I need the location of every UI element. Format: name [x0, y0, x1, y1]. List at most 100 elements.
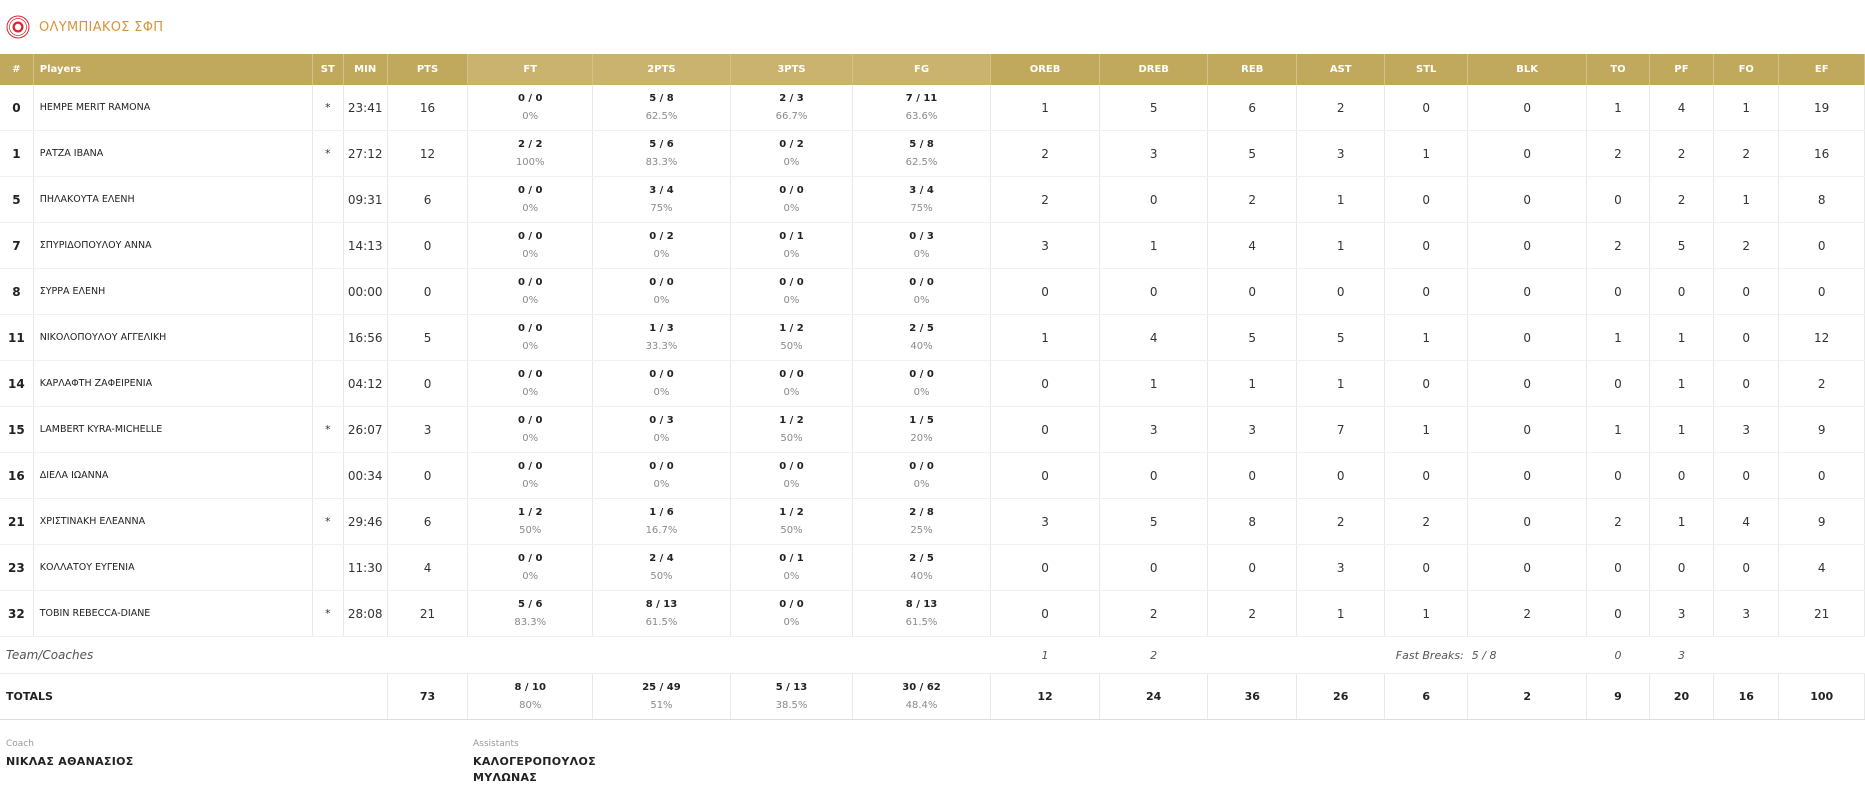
made-attempted: 5 / 8	[649, 92, 674, 104]
totals-fo: 16	[1713, 673, 1780, 720]
player-pf: 2	[1649, 176, 1715, 223]
player-reb: 1	[1207, 360, 1298, 407]
col-ast[interactable]: AST	[1296, 54, 1386, 85]
col-ef[interactable]: EF	[1778, 54, 1865, 85]
col-min[interactable]: MIN	[343, 54, 388, 85]
player-2pts: 0 / 0 0%	[592, 360, 731, 407]
made-attempted: 8 / 13	[905, 598, 938, 610]
player-fg: 2 / 5 40%	[852, 544, 991, 591]
player-oreb: 2	[990, 130, 1101, 177]
player-row: 7 ΣΠΥΡΙΔΟΠΟΥΛΟΥ ΑΝΝΑ 14:13 0 0 / 0 0% 0 / 2 0% 0…	[0, 222, 1865, 269]
player-name[interactable]: LAMBERT KYRA-MICHELLE	[33, 406, 313, 453]
player-to: 1	[1586, 406, 1650, 453]
col-2pts[interactable]: 2PTS	[592, 54, 731, 85]
player-name[interactable]: ΣΠΥΡΙΔΟΠΟΥΛΟΥ ΑΝΝΑ	[33, 222, 313, 269]
player-fo: 0	[1713, 314, 1780, 361]
starter-mark: *	[312, 406, 344, 453]
percentage: 0%	[522, 294, 539, 306]
player-ef: 21	[1778, 590, 1865, 637]
made-attempted: 0 / 2	[779, 138, 804, 150]
team-name[interactable]: ΟΛΥΜΠΙΑΚΟΣ ΣΦΠ	[39, 19, 164, 35]
player-name[interactable]: ΣΥΡΡΑ ΕΛΕΝΗ	[33, 268, 313, 315]
player-ef: 0	[1778, 268, 1865, 315]
totals-blk: 2	[1467, 673, 1588, 720]
player-reb: 0	[1207, 268, 1298, 315]
player-blk: 0	[1467, 452, 1588, 499]
player-stl: 0	[1384, 452, 1469, 499]
col-ft[interactable]: FT	[467, 54, 594, 85]
totals-stl: 6	[1384, 673, 1469, 720]
player-ast: 7	[1296, 406, 1386, 453]
col-fo[interactable]: FO	[1713, 54, 1780, 85]
player-ef: 12	[1778, 314, 1865, 361]
col-st[interactable]: ST	[312, 54, 344, 85]
col-blk[interactable]: BLK	[1467, 54, 1588, 85]
player-name[interactable]: ΠΗΛΑΚΟΥΤΑ ΕΛΕΝΗ	[33, 176, 313, 223]
totals-fg: 30 / 62 48.4%	[852, 673, 991, 720]
player-pf: 0	[1649, 452, 1715, 499]
made-attempted: 1 / 2	[517, 506, 543, 518]
assistant-name: ΚΑΛΟΓΕΡΟΠΟΥΛΟΣ	[473, 755, 596, 768]
percentage: 40%	[910, 570, 933, 582]
percentage: 0%	[783, 478, 800, 490]
player-pts: 0	[387, 222, 469, 269]
col-pts[interactable]: PTS	[387, 54, 469, 85]
percentage: 66.7%	[775, 110, 808, 122]
col-players[interactable]: Players	[33, 54, 313, 85]
player-oreb: 0	[990, 360, 1101, 407]
player-oreb: 1	[990, 314, 1101, 361]
totals-row: TOTALS 73 8 / 10 80% 25 / 49 51% 5 / 13 38.…	[0, 673, 1865, 720]
percentage: 40%	[910, 340, 933, 352]
col-3pts[interactable]: 3PTS	[730, 54, 854, 85]
made-attempted: 2 / 5	[909, 322, 934, 334]
percentage: 0%	[653, 386, 670, 398]
col-to[interactable]: TO	[1586, 54, 1650, 85]
player-3pts: 0 / 0 0%	[730, 360, 854, 407]
player-row: 8 ΣΥΡΡΑ ΕΛΕΝΗ 00:00 0 0 / 0 0% 0 / 0 0% 0 / 0 0% 0…	[0, 268, 1865, 315]
percentage: 0%	[522, 248, 539, 260]
percentage: 50%	[650, 570, 673, 582]
totals-ef: 100	[1778, 673, 1865, 720]
col-stl[interactable]: STL	[1384, 54, 1469, 85]
player-name[interactable]: ΚΟΛΛΑΤΟΥ ΕΥΓΕΝΙΑ	[33, 544, 313, 591]
col-pf[interactable]: PF	[1649, 54, 1715, 85]
col-number[interactable]: #	[0, 54, 34, 85]
col-reb[interactable]: REB	[1207, 54, 1298, 85]
player-reb: 6	[1207, 85, 1298, 131]
player-2pts: 1 / 6 16.7%	[592, 498, 731, 545]
starter-mark	[312, 268, 344, 315]
player-min: 09:31	[343, 176, 388, 223]
player-name[interactable]: ΧΡΙΣΤΙΝΑΚΗ ΕΛΕΑΝΝΑ	[33, 498, 313, 545]
player-name[interactable]: ΔΙΕΛΑ ΙΩΑΝΝΑ	[33, 452, 313, 499]
player-name[interactable]: ΡΑΤΖΑ ΙΒΑΝΑ	[33, 130, 313, 177]
percentage: 63.6%	[905, 110, 938, 122]
player-ft: 0 / 0 0%	[467, 452, 594, 499]
percentage: 20%	[910, 432, 933, 444]
team-header: ΟΛΥΜΠΙΑΚΟΣ ΣΦΠ	[0, 0, 1865, 54]
player-name[interactable]: TOBIN REBECCA-DIANE	[33, 590, 313, 637]
col-fg[interactable]: FG	[852, 54, 991, 85]
player-number: 11	[0, 314, 34, 361]
player-fg: 0 / 3 0%	[852, 222, 991, 269]
col-oreb[interactable]: OREB	[990, 54, 1101, 85]
col-dreb[interactable]: DREB	[1099, 54, 1209, 85]
percentage: 0%	[653, 248, 670, 260]
player-stl: 0	[1384, 85, 1469, 131]
player-name[interactable]: ΚΑΡΛΑΦΤΗ ΖΑΦΕΙΡΕΝΙΑ	[33, 360, 313, 407]
made-attempted: 7 / 11	[905, 92, 938, 104]
player-dreb: 1	[1099, 222, 1209, 269]
made-attempted: 0 / 0	[517, 460, 543, 472]
player-ft: 0 / 0 0%	[467, 360, 594, 407]
player-name[interactable]: ΗΕΜΡΕ MERIT RAMONA	[33, 85, 313, 131]
player-dreb: 3	[1099, 130, 1209, 177]
made-attempted: 3 / 4	[649, 184, 674, 196]
made-attempted: 0 / 0	[909, 368, 934, 380]
player-ft: 2 / 2 100%	[467, 130, 594, 177]
made-attempted: 1 / 2	[779, 322, 804, 334]
player-dreb: 3	[1099, 406, 1209, 453]
player-name[interactable]: ΝΙΚΟΛΟΠΟΥΛΟΥ ΑΓΓΕΛΙΚΗ	[33, 314, 313, 361]
player-row: 5 ΠΗΛΑΚΟΥΤΑ ΕΛΕΝΗ 09:31 6 0 / 0 0% 3 / 4 75% 0 /…	[0, 176, 1865, 223]
player-min: 23:41	[343, 85, 388, 131]
player-stl: 0	[1384, 544, 1469, 591]
player-reb: 0	[1207, 452, 1298, 499]
